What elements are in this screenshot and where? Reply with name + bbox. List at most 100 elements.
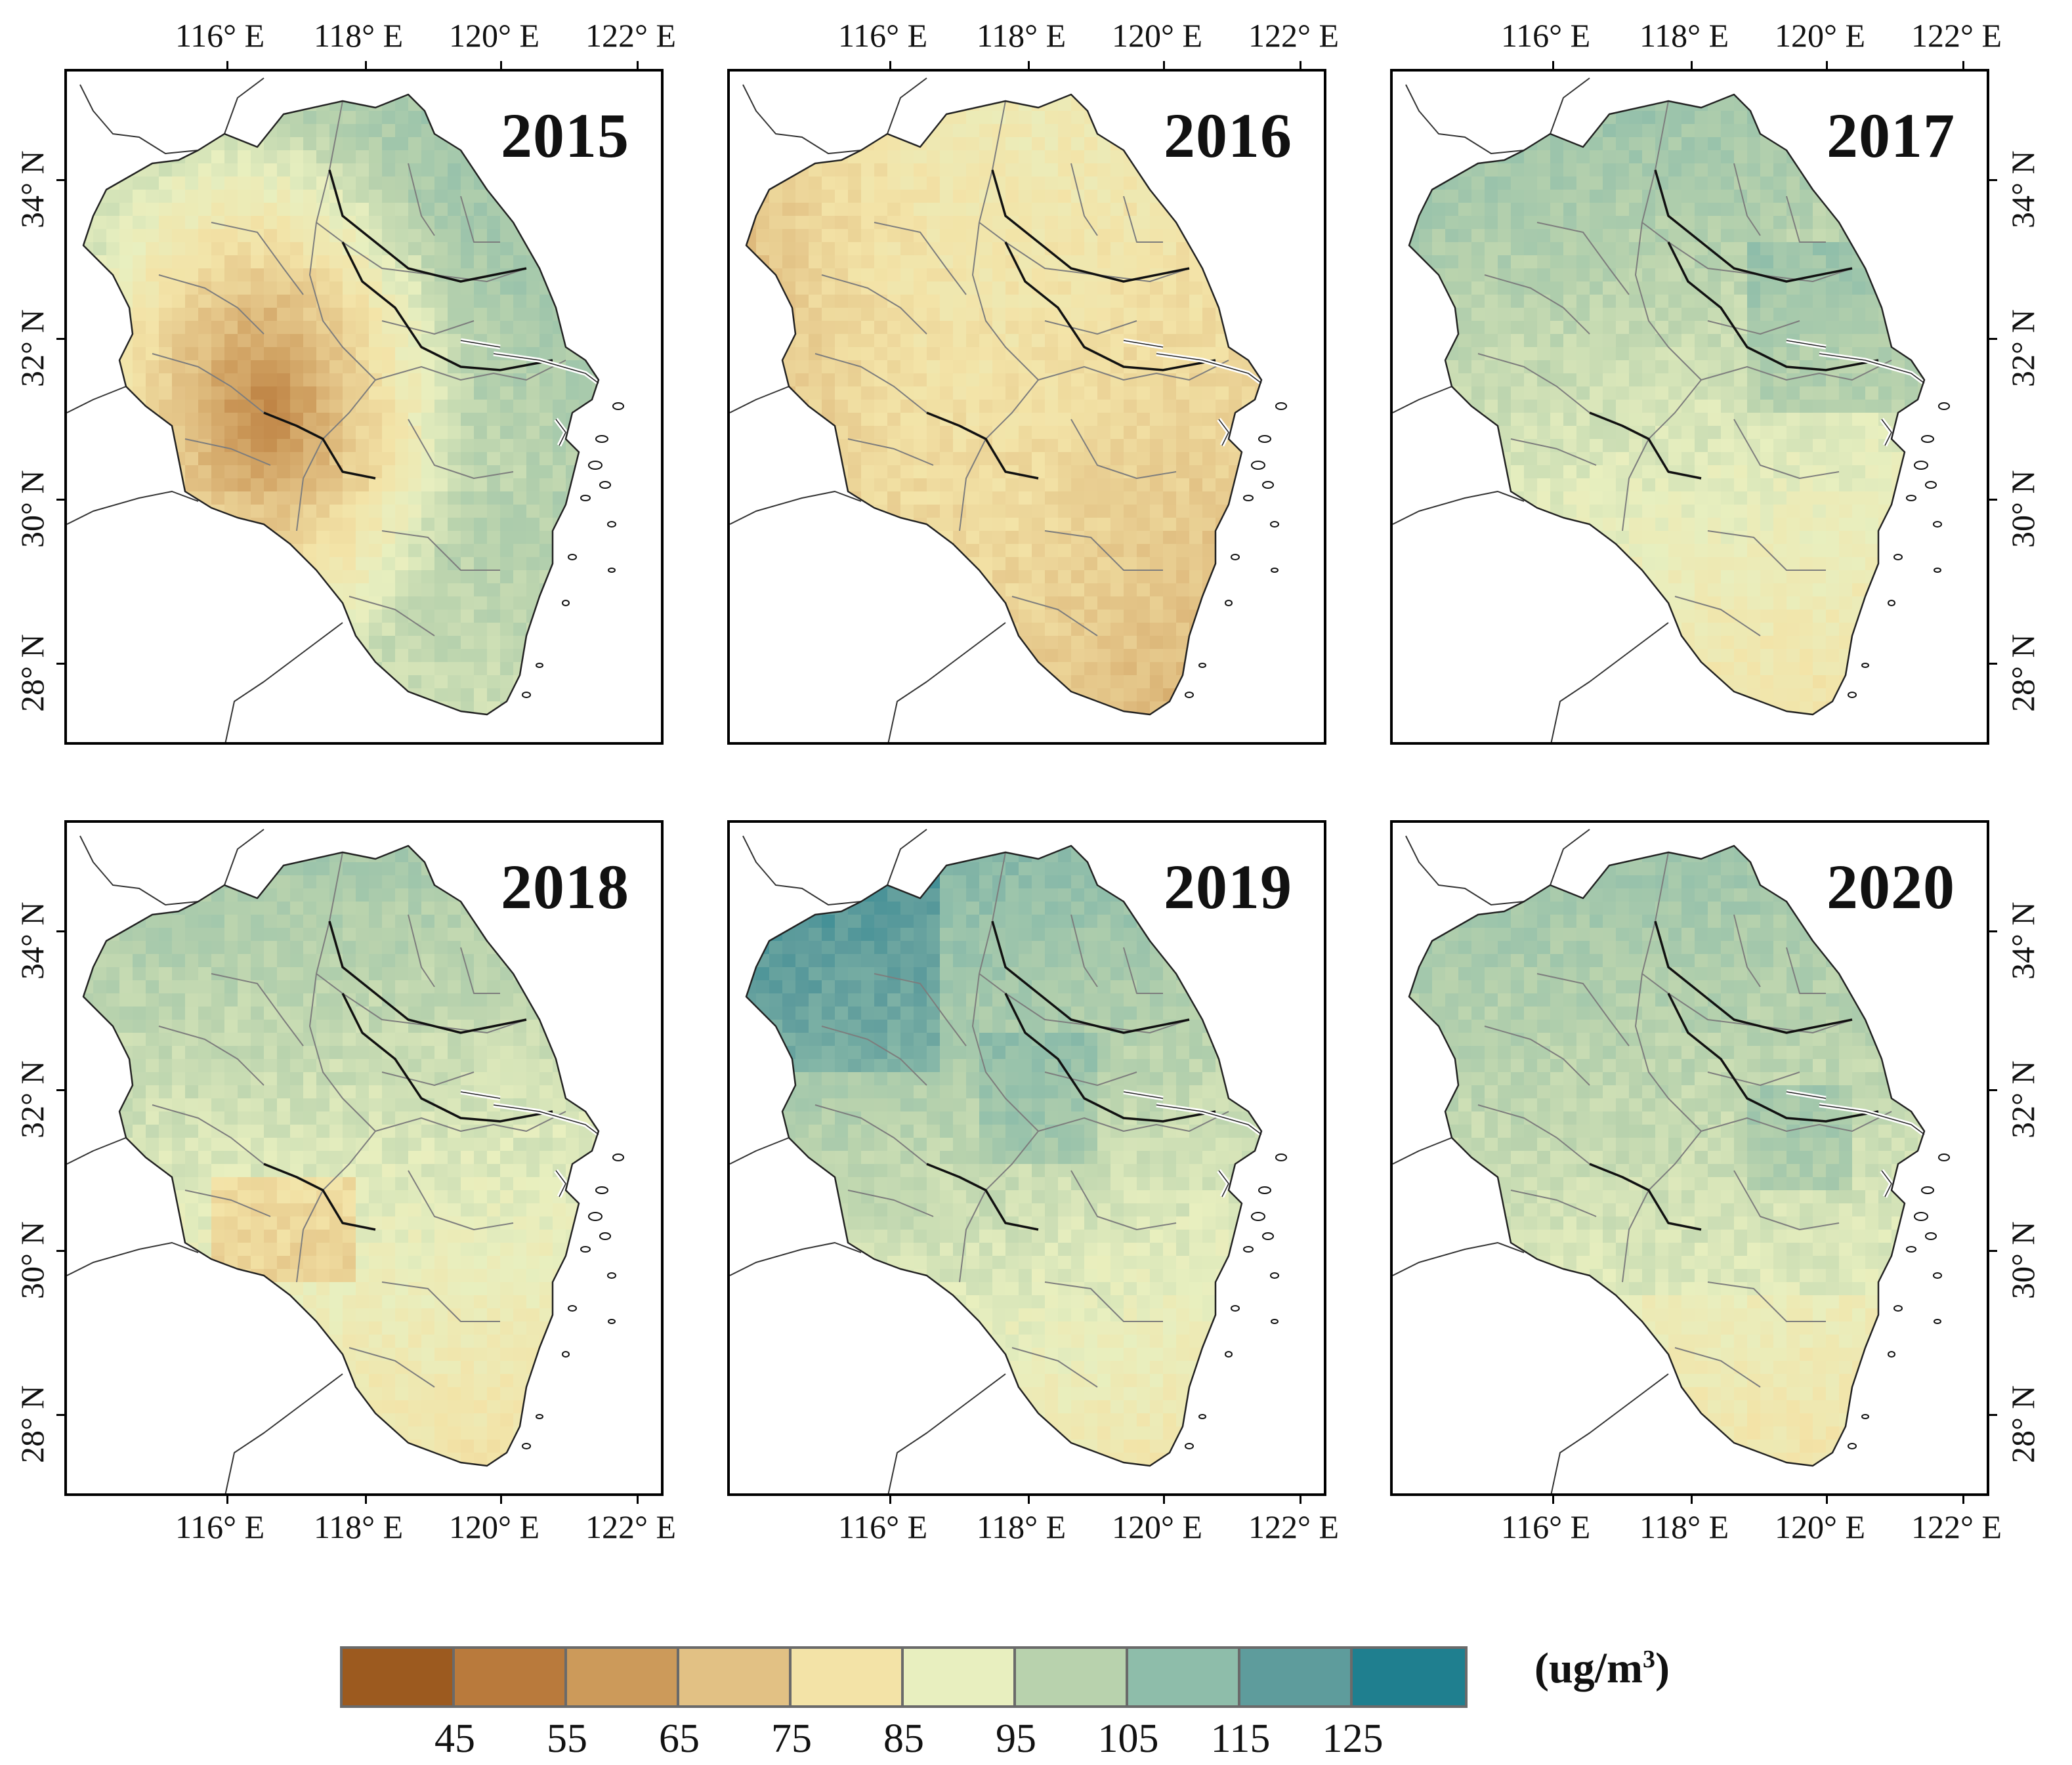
grid-cell [1918, 295, 1924, 308]
grid-cell [119, 688, 133, 702]
grid-cell [264, 505, 278, 518]
grid-cell [185, 636, 199, 650]
grid-cell [1097, 452, 1111, 466]
grid-cell [1032, 111, 1046, 125]
grid-cell [290, 701, 304, 715]
grid-cell [500, 675, 514, 689]
grid-cell [1176, 203, 1190, 217]
grid-cell [185, 557, 199, 571]
grid-cell [277, 715, 291, 728]
grid-cell [874, 176, 888, 190]
grid-cell [1409, 124, 1420, 138]
grid-cell [1229, 662, 1242, 676]
grid-cell [277, 688, 291, 702]
grid-cell [618, 242, 632, 256]
grid-cell [1097, 308, 1111, 322]
grid-cell [224, 190, 238, 203]
grid-cell [1892, 203, 1905, 217]
grid-cell [369, 583, 383, 597]
grid-cell [106, 675, 120, 689]
grid-cell [224, 308, 238, 322]
grid-cell [1826, 229, 1840, 243]
grid-cell [1524, 242, 1538, 256]
grid-cell [1124, 478, 1137, 492]
grid-cell [119, 531, 133, 545]
grid-cell [238, 596, 251, 610]
grid-cell [887, 583, 901, 597]
grid-cell [277, 190, 291, 203]
grid-cell [566, 636, 580, 650]
grid-cell [1800, 308, 1813, 322]
grid-cell [1281, 623, 1295, 636]
lon-tick-mark [889, 61, 891, 69]
outer-boundary [887, 622, 1006, 742]
grid-cell [1419, 242, 1433, 256]
grid-cell [369, 478, 383, 492]
grid-cell [874, 386, 888, 400]
grid-cell [526, 636, 540, 650]
grid-cell [238, 701, 251, 715]
grid-cell [1242, 242, 1256, 256]
grid-cell [369, 596, 383, 610]
grid-cell [1097, 94, 1111, 98]
grid-cell [756, 544, 770, 558]
grid-cell [1865, 216, 1879, 230]
grid-cell [172, 163, 186, 177]
grid-cell [1189, 295, 1203, 308]
lat-tick-label: 28° N [14, 634, 51, 712]
grid-cell [940, 557, 954, 571]
grid-cell [238, 203, 251, 217]
grid-cell [769, 98, 783, 112]
grid-cell [1255, 413, 1261, 426]
grid-cell [343, 439, 356, 453]
grid-cell [1137, 216, 1151, 230]
grid-cell [874, 701, 888, 715]
grid-cell [848, 544, 862, 558]
grid-cell [1281, 268, 1295, 282]
grid-cell [992, 216, 1006, 230]
grid-cell [1918, 268, 1924, 282]
grid-cell [605, 688, 619, 702]
grid-cell [303, 281, 317, 295]
grid-cell [1878, 268, 1892, 282]
grid-cell [198, 216, 212, 230]
grid-cell [526, 675, 540, 689]
grid-cell [795, 465, 809, 479]
grid-cell [1216, 94, 1229, 98]
grid-cell [1550, 255, 1564, 269]
grid-cell [887, 636, 901, 650]
grid-cell [1032, 334, 1046, 348]
grid-cell [1005, 544, 1019, 558]
grid-cell [211, 531, 225, 545]
grid-cell [421, 94, 435, 98]
grid-cell [1511, 268, 1525, 282]
grid-cell [1150, 715, 1164, 728]
grid-cell [434, 94, 448, 98]
grid-cell [1202, 452, 1216, 466]
grid-cell [1409, 203, 1420, 217]
grid-cell [251, 242, 264, 256]
grid-cell [1032, 544, 1046, 558]
grid-cell [1255, 216, 1261, 230]
grid-cell [119, 649, 133, 663]
grid-cell [198, 386, 212, 400]
grid-cell [277, 623, 291, 636]
grid-cell [1005, 478, 1019, 492]
grid-cell [434, 203, 448, 217]
grid-cell [1576, 308, 1590, 322]
grid-cell [1603, 203, 1617, 217]
grid-cell [1576, 163, 1590, 177]
grid-cell [500, 465, 514, 479]
grid-cell [1576, 203, 1590, 217]
grid-cell [900, 570, 914, 584]
grid-cell [487, 360, 501, 374]
grid-cell [1124, 557, 1137, 571]
grid-cell [1524, 255, 1538, 269]
grid-cell [887, 111, 901, 125]
grid-cell [539, 596, 553, 610]
grid-cell [1445, 242, 1459, 256]
grid-cell [822, 94, 835, 98]
grid-cell [592, 544, 599, 558]
grid-cell [1084, 203, 1098, 217]
grid-cell [93, 308, 107, 322]
